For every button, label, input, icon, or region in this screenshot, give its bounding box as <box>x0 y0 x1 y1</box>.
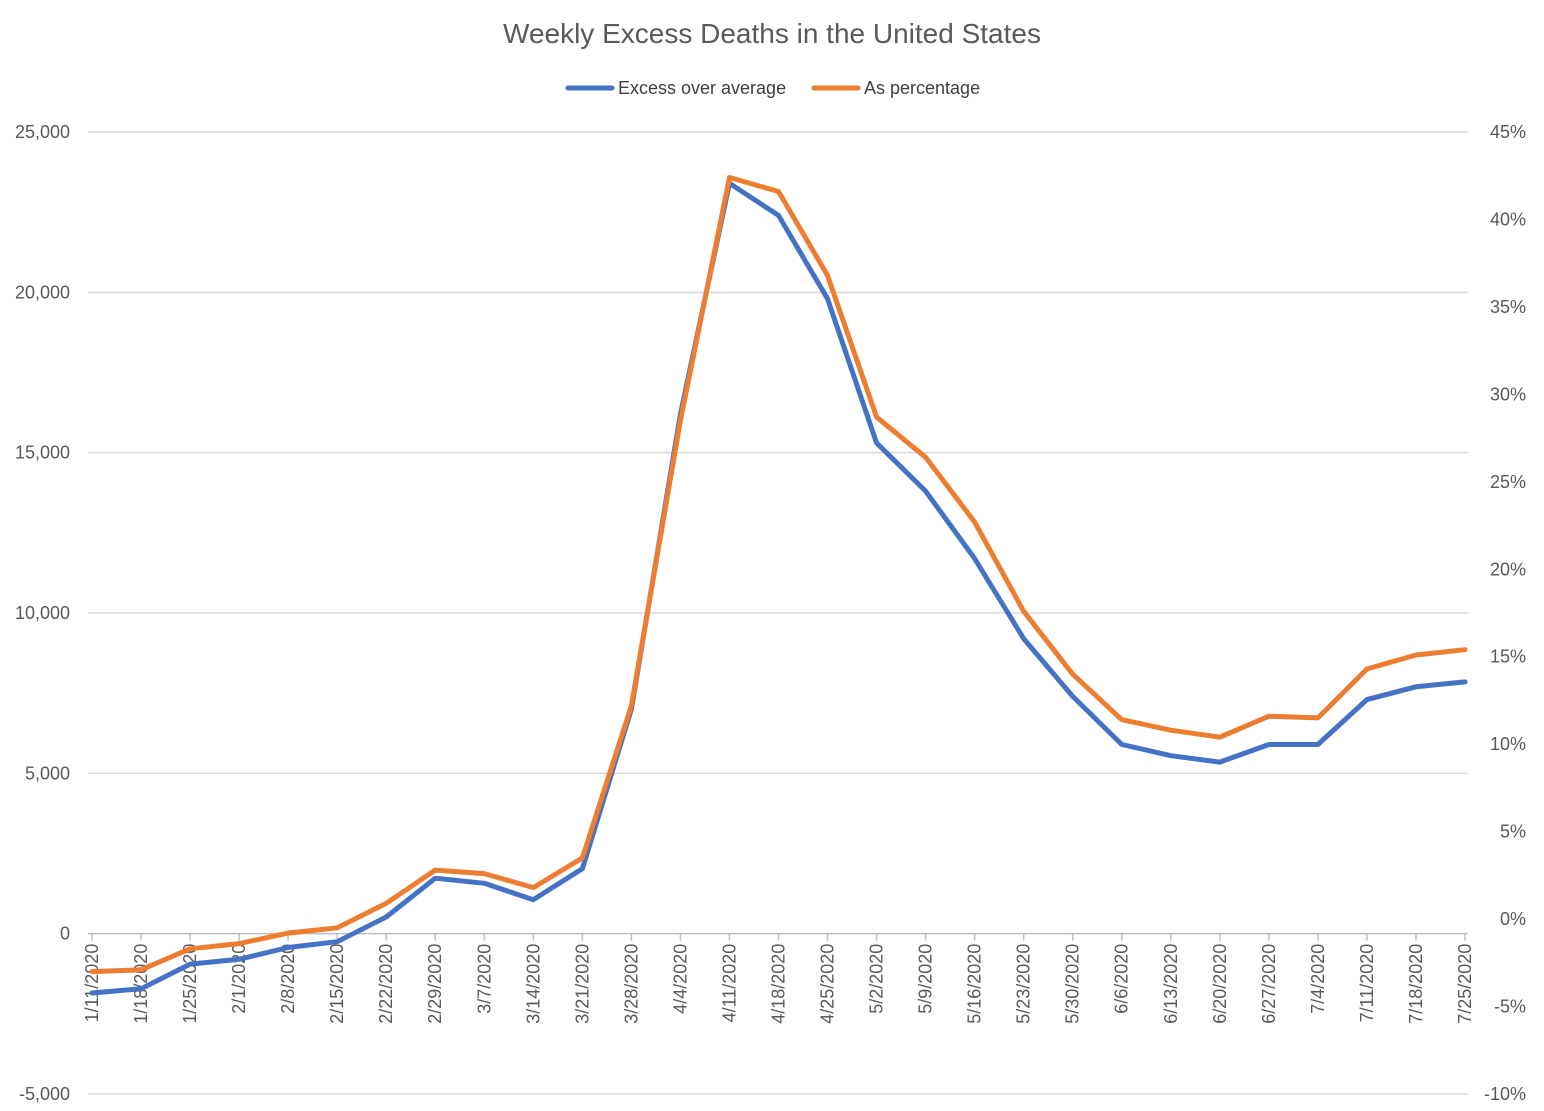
x-tick-label: 2/8/2020 <box>278 944 298 1014</box>
legend: Excess over average As percentage <box>565 78 980 98</box>
right-y-tick-label: 10% <box>1490 734 1526 754</box>
x-tick-label: 2/22/2020 <box>376 944 396 1024</box>
legend-item: As percentage <box>811 78 980 98</box>
right-y-tick-label: -5% <box>1494 997 1526 1017</box>
x-tick-label: 2/15/2020 <box>327 944 347 1024</box>
x-tick-label: 5/2/2020 <box>867 944 887 1014</box>
x-tick-label: 1/11/2020 <box>82 944 102 1023</box>
x-tick-label: 6/13/2020 <box>1161 944 1181 1024</box>
series-line-excess-over-average <box>89 180 1468 996</box>
x-tick-label: 4/25/2020 <box>818 944 838 1024</box>
legend-label: Excess over average <box>618 78 786 98</box>
x-tick-label: 7/18/2020 <box>1406 944 1426 1024</box>
left-y-tick-label: 0 <box>60 924 70 944</box>
x-tick-label: 7/25/2020 <box>1455 944 1475 1024</box>
left-y-tick-label: 20,000 <box>15 282 70 302</box>
left-y-tick-label: 10,000 <box>15 603 70 623</box>
x-tick-label: 4/4/2020 <box>670 944 690 1014</box>
x-tick-label: 3/7/2020 <box>474 944 494 1014</box>
right-y-tick-label: 15% <box>1490 647 1526 667</box>
x-tick-label: 7/4/2020 <box>1308 944 1328 1014</box>
x-tick-label: 4/18/2020 <box>769 944 789 1024</box>
gridlines <box>88 131 1468 1095</box>
x-tick-label: 4/11/2020 <box>719 944 739 1023</box>
right-y-tick-label: 25% <box>1490 472 1526 492</box>
left-axis: -5,000 0 5,000 10,000 15,000 20,000 25,000 <box>15 122 70 1104</box>
right-y-tick-label: 30% <box>1490 384 1526 404</box>
left-y-tick-label: 25,000 <box>15 122 70 142</box>
x-tick-label: 2/29/2020 <box>425 944 445 1024</box>
legend-label: As percentage <box>864 78 980 98</box>
x-tick-label: 6/27/2020 <box>1259 944 1279 1024</box>
left-y-tick-label: 15,000 <box>15 443 70 463</box>
left-y-tick-label: -5,000 <box>19 1084 70 1104</box>
series-line-as-percentage <box>89 175 1468 975</box>
right-y-tick-label: 40% <box>1490 209 1526 229</box>
right-y-tick-label: 20% <box>1490 559 1526 579</box>
x-tick-label: 3/14/2020 <box>523 944 543 1024</box>
x-tick-label: 6/6/2020 <box>1112 944 1132 1014</box>
chart-title: Weekly Excess Deaths in the United State… <box>503 18 1041 49</box>
right-y-tick-label: 0% <box>1500 909 1526 929</box>
right-y-tick-label: 45% <box>1490 122 1526 142</box>
x-tick-label: 5/23/2020 <box>1014 944 1034 1024</box>
x-tick-label: 7/11/2020 <box>1357 944 1377 1023</box>
x-tick-label: 5/9/2020 <box>916 944 936 1014</box>
x-axis: 1/11/2020 1/18/2020 1/25/2020 2/1/2020 2/8/2… <box>82 932 1475 1024</box>
x-tick-label: 3/28/2020 <box>621 944 641 1024</box>
x-tick-label: 2/1/2020 <box>229 944 249 1014</box>
left-y-tick-label: 5,000 <box>25 763 70 783</box>
right-axis: -10% -5% 0% 5% 10% 15% 20% 25% 30% 35% 40% 45% <box>1484 122 1526 1104</box>
legend-item: Excess over average <box>565 78 786 98</box>
right-y-tick-label: -10% <box>1484 1084 1526 1104</box>
x-tick-label: 5/16/2020 <box>965 944 985 1024</box>
x-tick-label: 5/30/2020 <box>1063 944 1083 1024</box>
x-tick-label: 3/21/2020 <box>572 944 592 1024</box>
x-tick-label: 1/25/2020 <box>180 944 200 1024</box>
series-lines <box>89 175 1468 996</box>
right-y-tick-label: 5% <box>1500 822 1526 842</box>
x-tick-label: 6/20/2020 <box>1210 944 1230 1024</box>
right-y-tick-label: 35% <box>1490 297 1526 317</box>
x-tick-label: 1/18/2020 <box>131 944 151 1024</box>
